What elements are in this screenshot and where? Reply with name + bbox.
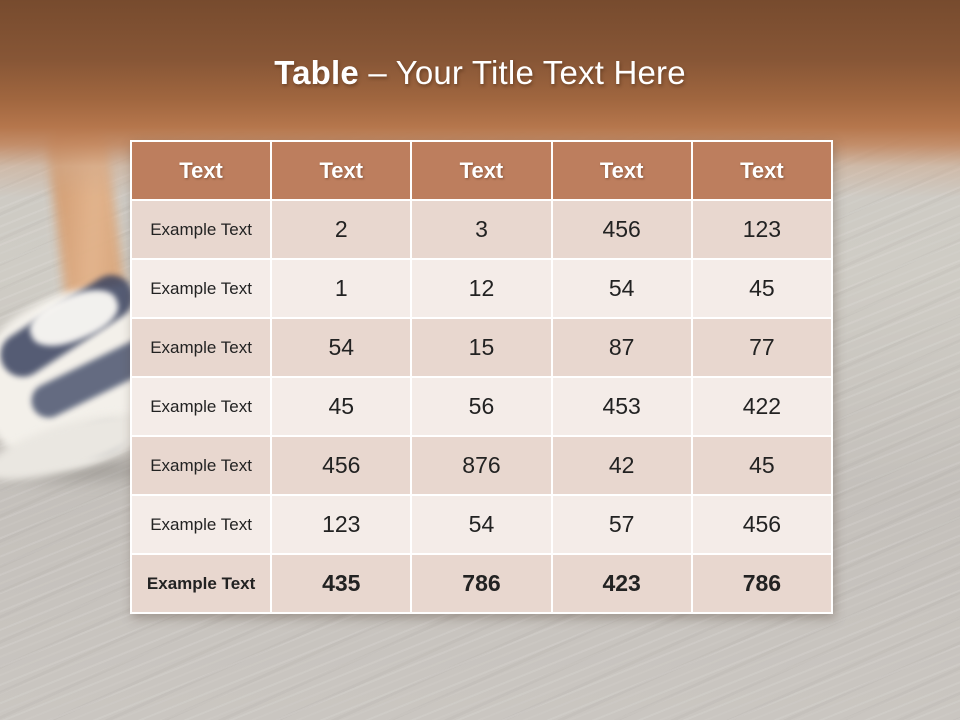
header-cell: Text (410, 140, 553, 201)
value-cell: 422 (690, 376, 834, 437)
value-cell: 786 (410, 553, 553, 614)
value-cell: 123 (270, 494, 413, 555)
slide-title-rest: – Your Title Text Here (368, 54, 686, 91)
row-label-cell: Example Text (129, 317, 273, 378)
row-label-cell: Example Text (129, 494, 273, 555)
table-header: Text Text Text Text Text (129, 140, 834, 201)
value-cell: 77 (690, 317, 834, 378)
value-cell: 456 (550, 199, 693, 260)
value-cell: 456 (690, 494, 834, 555)
table-total-row: Example Text 435 786 423 786 (129, 553, 834, 614)
table-row: Example Text 54 15 87 77 (129, 317, 834, 378)
slide-title-keyword: Table (274, 54, 359, 91)
value-cell: 2 (270, 199, 413, 260)
table-row: Example Text 1 12 54 45 (129, 258, 834, 319)
value-cell: 45 (690, 435, 834, 496)
table-row: Example Text 123 54 57 456 (129, 494, 834, 555)
header-cell: Text (270, 140, 413, 201)
data-table: Text Text Text Text Text Example Text 2 … (129, 140, 834, 614)
slide-title: Table – Your Title Text Here (0, 54, 960, 92)
value-cell: 87 (550, 317, 693, 378)
value-cell: 45 (690, 258, 834, 319)
value-cell: 54 (550, 258, 693, 319)
table-row: Example Text 456 876 42 45 (129, 435, 834, 496)
value-cell: 42 (550, 435, 693, 496)
value-cell: 123 (690, 199, 834, 260)
table-body: Example Text 2 3 456 123 Example Text 1 … (129, 199, 834, 614)
value-cell: 45 (270, 376, 413, 437)
row-label-cell: Example Text (129, 199, 273, 260)
value-cell: 15 (410, 317, 553, 378)
row-label-cell: Example Text (129, 435, 273, 496)
value-cell: 423 (550, 553, 693, 614)
value-cell: 876 (410, 435, 553, 496)
value-cell: 12 (410, 258, 553, 319)
row-label-cell: Example Text (129, 376, 273, 437)
value-cell: 453 (550, 376, 693, 437)
value-cell: 456 (270, 435, 413, 496)
table-header-row: Text Text Text Text Text (129, 140, 834, 201)
value-cell: 54 (270, 317, 413, 378)
value-cell: 3 (410, 199, 553, 260)
header-cell: Text (550, 140, 693, 201)
value-cell: 54 (410, 494, 553, 555)
row-label-cell: Example Text (129, 258, 273, 319)
value-cell: 56 (410, 376, 553, 437)
header-cell: Text (690, 140, 834, 201)
value-cell: 786 (690, 553, 834, 614)
row-label-cell: Example Text (129, 553, 273, 614)
table-row: Example Text 45 56 453 422 (129, 376, 834, 437)
header-cell: Text (129, 140, 273, 201)
table-row: Example Text 2 3 456 123 (129, 199, 834, 260)
value-cell: 435 (270, 553, 413, 614)
value-cell: 57 (550, 494, 693, 555)
value-cell: 1 (270, 258, 413, 319)
